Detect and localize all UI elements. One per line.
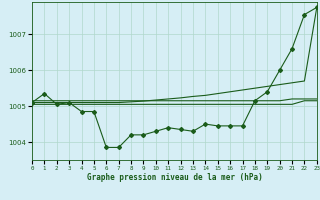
X-axis label: Graphe pression niveau de la mer (hPa): Graphe pression niveau de la mer (hPa) <box>86 173 262 182</box>
